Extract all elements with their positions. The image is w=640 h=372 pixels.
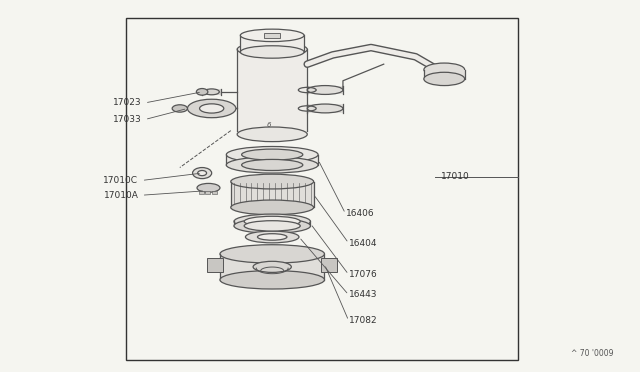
Bar xyxy=(212,191,217,195)
Bar xyxy=(321,258,337,272)
Text: 6: 6 xyxy=(267,122,271,128)
Ellipse shape xyxy=(220,270,324,289)
Text: 16404: 16404 xyxy=(349,239,377,248)
Text: 17076: 17076 xyxy=(349,270,378,279)
Bar xyxy=(125,18,518,359)
Ellipse shape xyxy=(246,231,299,243)
Bar xyxy=(241,35,304,52)
Ellipse shape xyxy=(242,160,303,170)
Ellipse shape xyxy=(424,72,465,86)
Ellipse shape xyxy=(237,42,307,57)
Ellipse shape xyxy=(193,167,212,179)
Bar xyxy=(307,86,343,94)
Bar xyxy=(202,89,221,95)
Bar xyxy=(424,70,465,79)
Ellipse shape xyxy=(227,157,318,173)
Ellipse shape xyxy=(244,216,300,227)
Bar xyxy=(205,191,211,195)
Ellipse shape xyxy=(253,261,291,272)
Text: 17023: 17023 xyxy=(113,99,141,108)
Bar xyxy=(234,221,310,226)
Bar xyxy=(220,254,324,280)
Ellipse shape xyxy=(237,127,307,142)
Bar xyxy=(307,104,343,113)
Ellipse shape xyxy=(424,63,465,76)
Bar xyxy=(264,33,280,38)
Bar xyxy=(231,182,314,208)
Ellipse shape xyxy=(244,221,300,231)
Text: 16406: 16406 xyxy=(346,209,374,218)
Ellipse shape xyxy=(242,149,303,160)
Text: 17010A: 17010A xyxy=(104,191,138,200)
Text: ^ 70 '0009: ^ 70 '0009 xyxy=(571,349,613,358)
Ellipse shape xyxy=(220,245,324,263)
Bar xyxy=(237,49,307,134)
Ellipse shape xyxy=(241,29,304,42)
Text: 16443: 16443 xyxy=(349,291,377,299)
Ellipse shape xyxy=(241,46,304,58)
Ellipse shape xyxy=(307,104,343,113)
Text: 17010C: 17010C xyxy=(104,176,138,185)
Ellipse shape xyxy=(234,218,310,233)
Ellipse shape xyxy=(227,147,318,163)
Bar xyxy=(207,258,223,272)
Text: 17033: 17033 xyxy=(113,115,141,124)
Ellipse shape xyxy=(257,234,287,240)
Ellipse shape xyxy=(198,170,207,176)
Text: 17082: 17082 xyxy=(349,316,378,325)
Ellipse shape xyxy=(231,174,314,189)
Ellipse shape xyxy=(196,89,208,95)
Ellipse shape xyxy=(204,89,220,95)
Ellipse shape xyxy=(172,105,188,112)
Ellipse shape xyxy=(197,183,220,192)
Ellipse shape xyxy=(234,214,310,229)
Text: 17010: 17010 xyxy=(441,172,470,181)
Bar xyxy=(227,155,318,165)
Ellipse shape xyxy=(200,104,224,113)
Ellipse shape xyxy=(231,200,314,215)
Ellipse shape xyxy=(307,86,343,94)
Bar xyxy=(199,191,204,195)
Ellipse shape xyxy=(188,99,236,118)
